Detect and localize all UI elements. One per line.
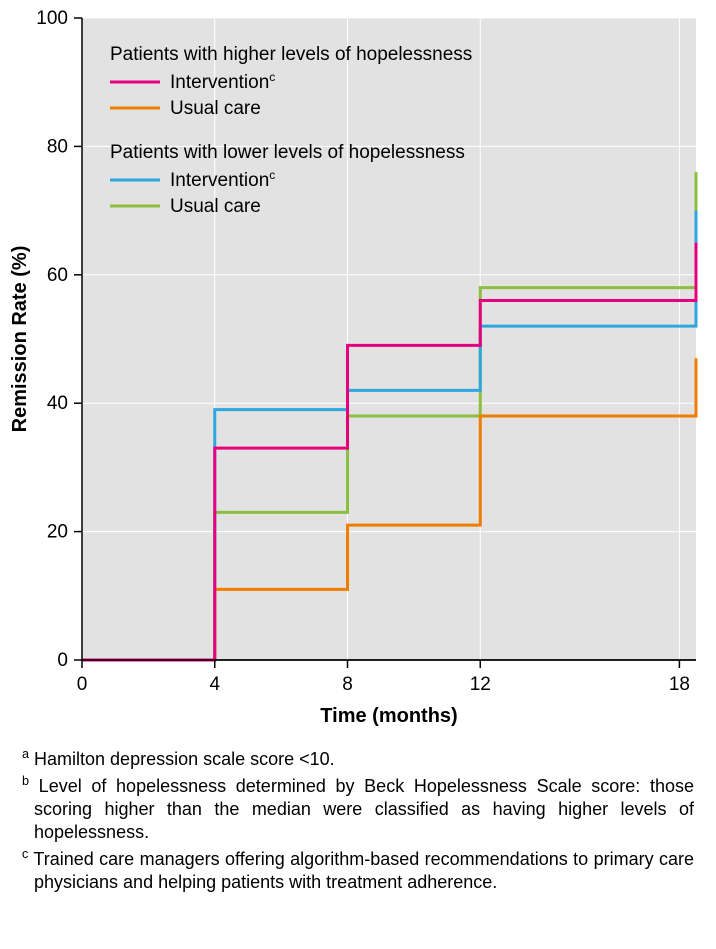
svg-text:60: 60 [47, 265, 68, 286]
svg-text:0: 0 [57, 650, 68, 671]
svg-text:4: 4 [209, 674, 220, 695]
svg-text:0: 0 [77, 674, 88, 695]
svg-text:Usual care: Usual care [170, 98, 261, 119]
svg-text:8: 8 [342, 674, 353, 695]
svg-text:40: 40 [47, 393, 68, 414]
svg-text:100: 100 [36, 8, 68, 29]
svg-text:20: 20 [47, 522, 68, 543]
footnote-b-text: Level of hopelessness determined by Beck… [29, 776, 694, 842]
footnote-b-sup: b [22, 774, 29, 788]
footnote-a-sup: a [22, 747, 29, 761]
svg-text:80: 80 [47, 136, 68, 157]
footnote-a: a Hamilton depression scale score <10. [22, 746, 694, 771]
footnotes: a Hamilton depression scale score <10. b… [0, 740, 716, 908]
svg-text:Usual care: Usual care [170, 196, 261, 217]
remission-chart: 0 4 8 12 18 0 20 40 60 80 100 Time (months) Remissio… [0, 0, 716, 740]
svg-text:18: 18 [669, 674, 690, 695]
footnote-c: c Trained care managers offering algorit… [22, 846, 694, 894]
svg-text:Remission Rate (%): Remission Rate (%) [9, 246, 31, 433]
footnote-c-text: Trained care managers offering algorithm… [28, 849, 694, 892]
svg-text:Interventionc: Interventionc [170, 70, 275, 93]
svg-text:Patients with lower levels of: Patients with lower levels of hopelessne… [110, 142, 465, 163]
svg-text:Interventionc: Interventionc [170, 168, 275, 191]
chart-container: 0 4 8 12 18 0 20 40 60 80 100 Time (months) Remissio… [0, 0, 716, 740]
footnote-b: b Level of hopelessness determined by Be… [22, 773, 694, 844]
svg-text:Time (months): Time (months) [320, 705, 457, 727]
svg-text:Patients with higher levels of: Patients with higher levels of hopelessn… [110, 44, 472, 65]
svg-text:12: 12 [470, 674, 491, 695]
footnote-a-text: Hamilton depression scale score <10. [29, 749, 335, 769]
